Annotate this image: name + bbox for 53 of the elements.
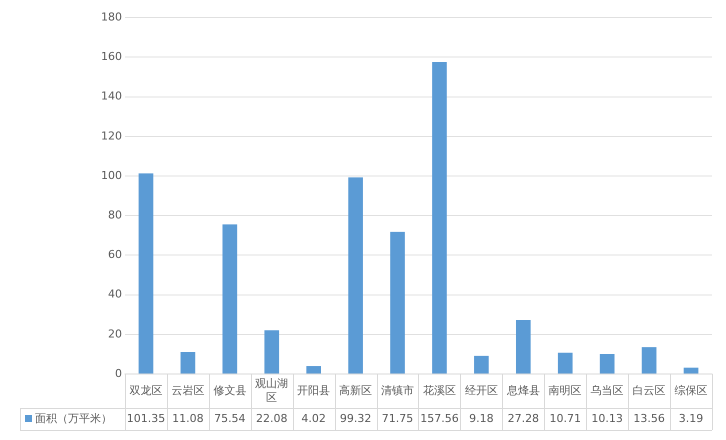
x-tick-label: 南明区 [548, 384, 582, 397]
x-tick-label: 经开区 [464, 384, 498, 397]
y-tick-label: 160 [100, 50, 122, 64]
x-tick-label: 花溪区 [422, 384, 456, 397]
bar [474, 356, 489, 374]
data-label: 10.71 [550, 412, 581, 425]
y-tick-label: 100 [100, 168, 122, 182]
data-label: 101.35 [126, 412, 166, 425]
data-label: 9.18 [469, 412, 494, 425]
bar [432, 62, 447, 374]
bar [348, 177, 363, 374]
bar [264, 330, 280, 374]
data-label: 157.56 [420, 412, 459, 425]
bar [516, 320, 531, 374]
data-label: 99.32 [340, 412, 372, 425]
data-label: 27.28 [508, 412, 540, 425]
y-tick-label: 0 [114, 366, 122, 380]
y-tick-label: 120 [100, 129, 122, 142]
x-tick-label: 双龙区 [129, 384, 162, 397]
y-tick-label: 140 [100, 90, 122, 103]
data-label: 75.54 [214, 412, 246, 425]
y-tick-label: 40 [108, 288, 122, 301]
data-label: 13.56 [633, 412, 665, 425]
x-tick-label: 观山湖区 [255, 376, 288, 404]
bar [306, 366, 322, 374]
data-label: 3.19 [678, 412, 704, 425]
data-label: 11.08 [172, 412, 204, 425]
bar [390, 232, 405, 374]
bar [684, 368, 698, 374]
x-tick-label: 开阳县 [297, 384, 330, 397]
x-tick-label: 息烽县 [506, 384, 540, 397]
bar [180, 352, 196, 374]
data-label: 22.08 [256, 412, 288, 425]
y-tick-label: 20 [108, 327, 122, 340]
bar [642, 347, 656, 374]
x-tick-label: 白云区 [632, 384, 666, 397]
legend-label: 面积（万平米） [35, 412, 112, 425]
x-tick-label: 修文县 [213, 384, 246, 397]
bar [600, 354, 615, 374]
data-label: 4.02 [301, 412, 326, 425]
bar [558, 352, 573, 374]
bar [222, 224, 238, 374]
x-tick-label: 乌当区 [590, 384, 624, 397]
y-tick-label: 80 [108, 208, 122, 222]
x-tick-label: 高新区 [339, 384, 372, 397]
x-tick-label: 清镇市 [381, 384, 414, 397]
x-tick-label: 综保区 [674, 384, 708, 397]
y-tick-label: 180 [100, 10, 122, 24]
data-label: 10.13 [591, 412, 623, 425]
x-tick-label: 云岩区 [171, 384, 204, 397]
data-label: 71.75 [382, 412, 414, 425]
y-tick-label: 60 [108, 248, 122, 262]
bar [138, 173, 154, 374]
